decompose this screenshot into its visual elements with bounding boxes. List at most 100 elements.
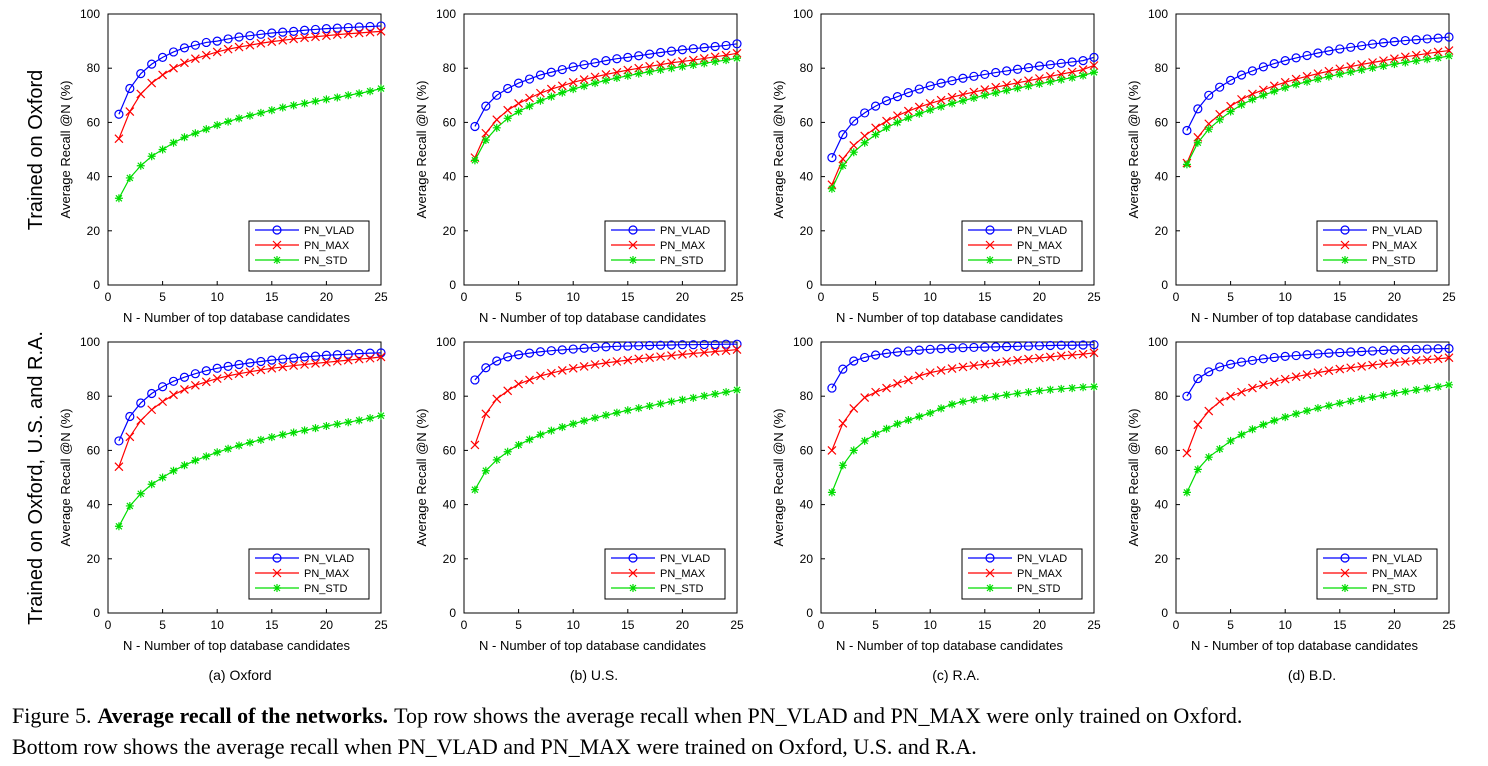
marker [838, 161, 847, 170]
marker [224, 444, 233, 453]
marker [1215, 445, 1224, 454]
marker [212, 363, 222, 373]
marker [136, 416, 146, 426]
marker [699, 43, 709, 53]
marker [343, 355, 353, 365]
legend-label: PN_VLAD [1372, 553, 1422, 565]
subcaption: (b) U.S. [570, 667, 618, 683]
marker [1045, 60, 1055, 70]
marker [903, 87, 913, 98]
marker [125, 107, 135, 116]
marker [1281, 413, 1290, 422]
marker [492, 90, 502, 100]
marker [985, 240, 995, 250]
series-line [118, 352, 382, 442]
x-tick-label: 25 [1442, 618, 1456, 632]
y-tick-label: 100 [436, 335, 456, 349]
marker [1444, 32, 1454, 42]
marker [1193, 465, 1202, 474]
marker [492, 394, 502, 404]
marker [1259, 420, 1268, 429]
legend-box [248, 548, 370, 600]
marker [158, 52, 168, 62]
marker [827, 153, 837, 163]
y-tick-label: 80 [800, 61, 814, 75]
marker [893, 379, 902, 388]
marker [180, 58, 189, 68]
marker [311, 32, 320, 42]
chart: 0 20 40 60 80 100 0 5 10 15 20 25 N - Number of top … [58, 335, 388, 653]
marker [947, 343, 957, 353]
marker [958, 90, 968, 99]
y-tick-label: 60 [87, 443, 101, 457]
row-label: Trained on Oxford, U.S. and R.A. [25, 331, 47, 625]
x-tick-label: 20 [676, 618, 690, 632]
marker [925, 99, 935, 108]
marker [114, 436, 124, 446]
legend-label: PN_STD [304, 583, 347, 595]
marker [223, 44, 233, 54]
marker [1089, 340, 1099, 350]
marker [470, 121, 480, 132]
legend-label: PN_VLAD [304, 553, 354, 565]
marker [903, 106, 913, 116]
marker [547, 92, 556, 101]
marker [1357, 394, 1366, 403]
marker [1002, 390, 1011, 399]
marker [354, 349, 364, 359]
marker [147, 480, 156, 489]
marker [710, 339, 720, 350]
marker [1046, 77, 1055, 86]
marker [601, 76, 610, 85]
y-axis-label: Average Recall @N (%) [771, 81, 786, 219]
marker [860, 131, 870, 141]
legend: PN_VLAD PN_MAX PN_STD [248, 220, 370, 272]
caption-title: Average recall of the networks. [97, 703, 388, 728]
marker [1056, 340, 1066, 350]
x-tick-label: 0 [1173, 290, 1180, 304]
x-tick-label: 25 [1087, 618, 1101, 632]
marker [1204, 453, 1213, 462]
legend-box [604, 548, 726, 600]
marker [969, 71, 979, 81]
marker [180, 461, 189, 470]
y-tick-label: 80 [87, 389, 101, 403]
marker [936, 344, 946, 354]
marker [838, 364, 848, 374]
marker [1340, 240, 1350, 250]
marker [1368, 63, 1377, 72]
marker [579, 60, 589, 70]
legend-label: PN_STD [660, 255, 703, 267]
marker [710, 41, 720, 52]
marker [991, 392, 1000, 401]
legend-label: PN_MAX [1017, 568, 1063, 580]
marker [849, 446, 858, 455]
marker [1182, 160, 1191, 169]
marker [827, 488, 836, 497]
marker [558, 423, 567, 432]
x-tick-label: 15 [265, 290, 279, 304]
legend-box [961, 548, 1083, 600]
marker [245, 367, 255, 377]
y-tick-label: 0 [93, 606, 100, 620]
marker [948, 400, 957, 409]
marker [535, 70, 546, 80]
x-tick-label: 0 [105, 618, 112, 632]
subcaption: (a) Oxford [208, 667, 271, 683]
x-tick-label: 5 [1227, 290, 1234, 304]
marker [1303, 406, 1312, 415]
marker [355, 416, 364, 425]
legend-label: PN_STD [1017, 583, 1060, 595]
marker [947, 76, 957, 86]
marker [546, 67, 556, 77]
marker [579, 361, 589, 371]
marker [1057, 75, 1066, 84]
marker [376, 352, 386, 362]
x-tick-label: 0 [818, 290, 825, 304]
marker [1236, 357, 1247, 367]
marker [256, 435, 265, 444]
x-tick-label: 5 [159, 618, 166, 632]
marker [991, 358, 1001, 368]
marker [914, 102, 924, 112]
marker [234, 32, 244, 42]
